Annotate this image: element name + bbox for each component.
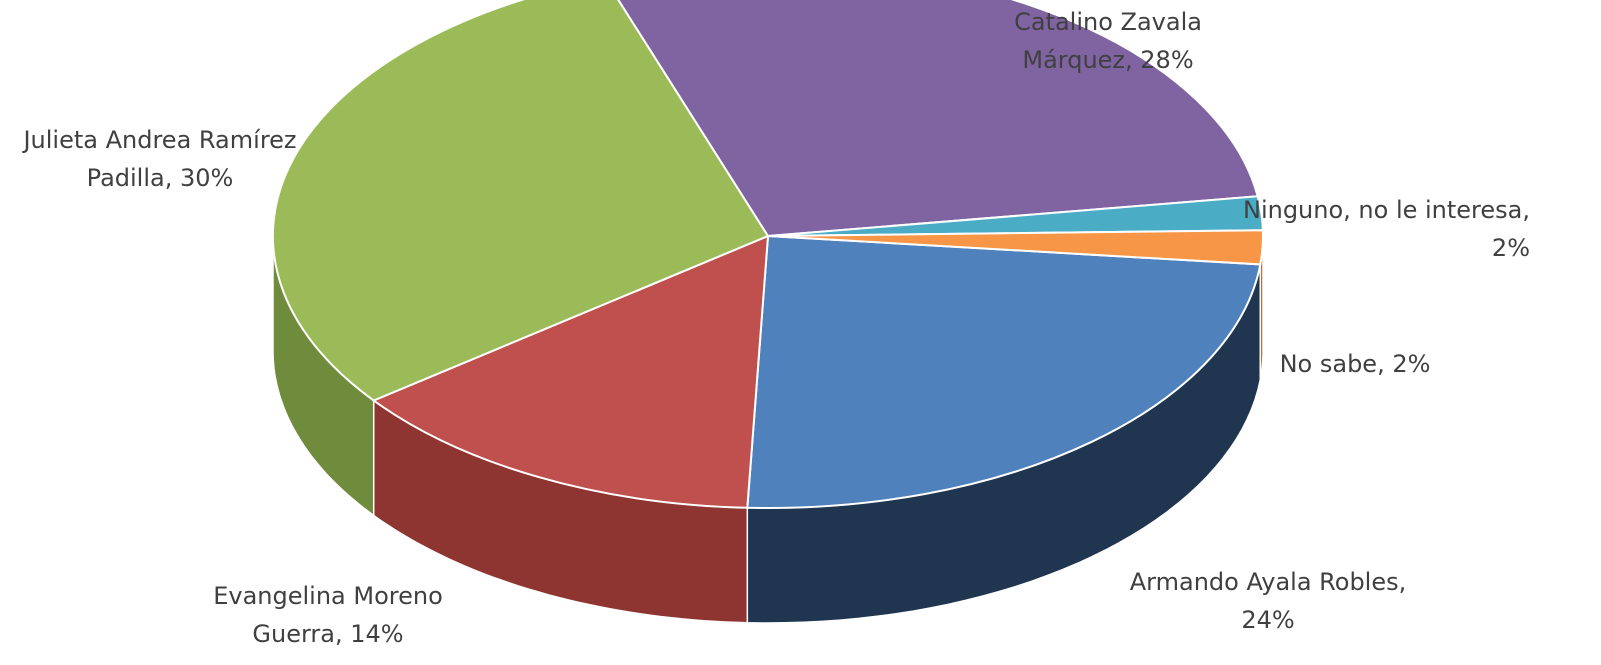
label-julieta: Julieta Andrea Ramírez Padilla, 30% bbox=[21, 126, 296, 192]
pie-sides bbox=[272, 235, 1264, 624]
label-no-sabe-line: No sabe, 2% bbox=[1280, 350, 1431, 378]
label-ninguno-line: 2% bbox=[1492, 234, 1530, 262]
slice-no-sabe bbox=[767, 229, 1264, 266]
label-julieta-line: Padilla, 30% bbox=[87, 164, 234, 192]
slice-julieta bbox=[271, 0, 770, 402]
label-armando-line: 24% bbox=[1241, 606, 1294, 634]
data-labels: Armando Ayala Robles, 24% Evangelina Moren… bbox=[21, 8, 1530, 648]
label-armando-line: Armando Ayala Robles, bbox=[1130, 568, 1407, 596]
label-ninguno: Ninguno, no le interesa, 2% bbox=[1243, 196, 1530, 262]
slice-evangelina bbox=[371, 234, 770, 509]
label-catalino: Catalino Zavala Márquez, 28% bbox=[1014, 8, 1202, 74]
label-ninguno-line: Ninguno, no le interesa, bbox=[1243, 196, 1530, 224]
label-evangelina: Evangelina Moreno Guerra, 14% bbox=[213, 582, 443, 648]
label-evangelina-line: Guerra, 14% bbox=[252, 620, 403, 648]
label-armando: Armando Ayala Robles, 24% bbox=[1130, 568, 1407, 634]
label-catalino-line: Catalino Zavala bbox=[1014, 8, 1202, 36]
label-julieta-line: Julieta Andrea Ramírez bbox=[21, 126, 296, 154]
label-evangelina-line: Evangelina Moreno bbox=[213, 582, 443, 610]
label-catalino-line: Márquez, 28% bbox=[1022, 46, 1193, 74]
label-no-sabe: No sabe, 2% bbox=[1280, 350, 1431, 378]
slice-catalino bbox=[617, 0, 1259, 238]
slice-armando bbox=[746, 234, 1262, 510]
pie-slices bbox=[271, 0, 1264, 510]
